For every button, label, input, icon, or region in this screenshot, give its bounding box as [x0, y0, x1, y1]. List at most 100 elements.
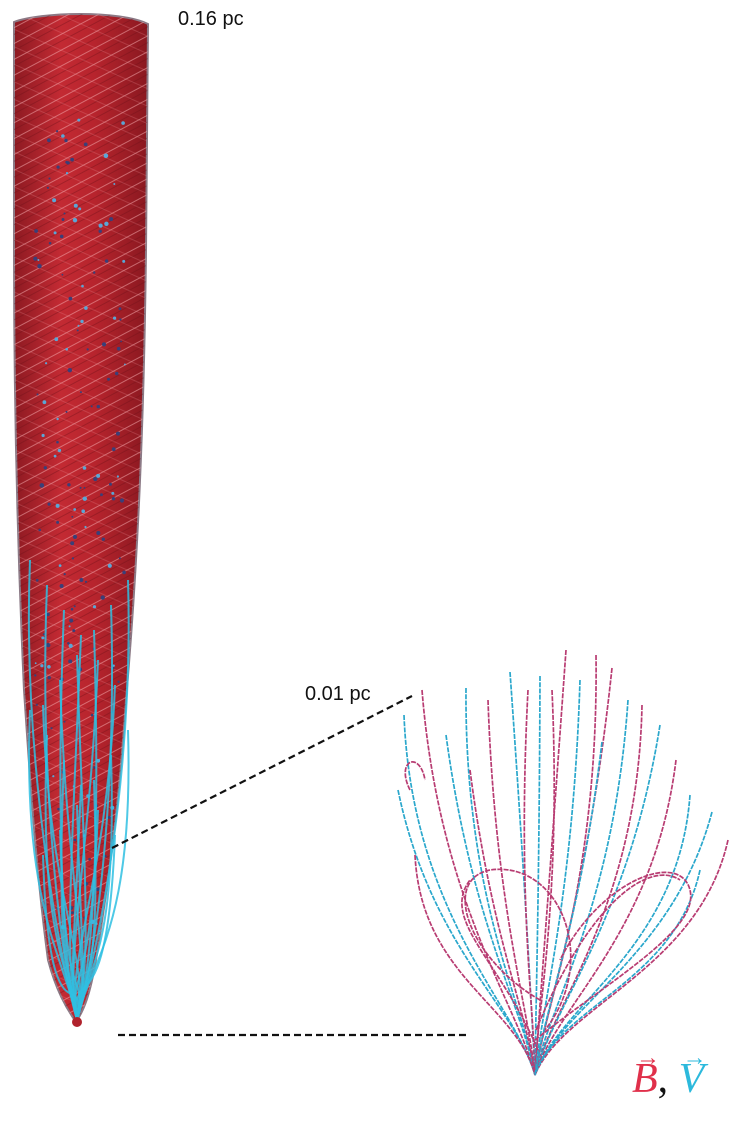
field-speckle	[73, 838, 77, 842]
field-speckle	[50, 727, 53, 730]
magnetic-field-line	[469, 769, 536, 1076]
field-speckle	[118, 307, 122, 311]
field-speckle	[56, 417, 59, 421]
field-speckle	[93, 766, 96, 769]
field-speckle	[107, 377, 110, 381]
field-speckle	[93, 476, 98, 482]
field-speckle	[100, 595, 105, 600]
magnetic-field-letter: B	[632, 1056, 658, 1102]
field-speckle	[100, 493, 103, 497]
field-speckle	[83, 142, 88, 147]
field-speckle	[113, 316, 117, 320]
velocity-line	[60, 759, 78, 1021]
field-speckle	[81, 509, 85, 513]
field-speckle	[48, 177, 51, 180]
field-speckle	[68, 296, 73, 301]
field-speckle	[39, 483, 45, 488]
field-speckle	[46, 642, 51, 648]
field-speckle	[77, 118, 81, 122]
field-speckle	[72, 629, 76, 633]
field-speckle	[33, 256, 38, 261]
field-speckle	[53, 454, 57, 458]
field-speckle	[120, 340, 122, 343]
field-speckle	[124, 363, 126, 366]
field-speckle	[79, 486, 82, 489]
field-speckle	[57, 807, 60, 811]
velocity-line	[534, 699, 629, 1076]
field-speckle	[48, 241, 52, 245]
field-speckle	[90, 713, 94, 717]
field-speckle	[119, 318, 122, 321]
field-speckle	[98, 229, 102, 233]
field-speckle	[54, 337, 59, 342]
legend-separator: ,	[657, 1056, 669, 1102]
field-speckle	[96, 404, 101, 409]
magnetic-field-line	[534, 871, 692, 1041]
field-speckle	[81, 284, 84, 288]
field-speckle	[65, 160, 69, 164]
field-speckle	[73, 605, 76, 608]
field-speckle	[61, 134, 65, 138]
field-speckle	[70, 911, 74, 915]
field-speckle	[42, 633, 45, 636]
field-speckle	[107, 816, 111, 819]
field-speckle	[37, 259, 40, 261]
field-speckle	[103, 153, 109, 159]
field-speckle	[96, 531, 101, 535]
field-speckle	[47, 665, 51, 669]
field-speckle	[65, 410, 68, 413]
magnetic-field-line	[461, 879, 539, 1051]
field-speckle	[55, 503, 60, 508]
magnetic-field-line	[534, 689, 556, 1076]
magnetic-field-line	[414, 854, 536, 1076]
field-speckle	[107, 563, 112, 568]
field-speckle	[67, 368, 73, 373]
field-speckle	[57, 448, 62, 453]
field-speckle	[63, 720, 66, 723]
field-speckle	[80, 319, 84, 324]
field-speckle	[59, 234, 64, 239]
field-speckle	[68, 643, 73, 649]
field-speckle	[61, 273, 64, 276]
field-speckle	[78, 207, 82, 211]
field-speckle	[41, 433, 45, 438]
field-speckle	[119, 498, 125, 503]
magnetic-field-line	[404, 761, 426, 791]
field-speckle	[116, 475, 119, 478]
magnetic-field-line	[534, 649, 567, 1076]
field-speckle	[72, 218, 78, 223]
vector-legend: → B , → V	[632, 1046, 707, 1102]
field-speckle	[112, 664, 115, 667]
field-speckle	[116, 431, 120, 436]
field-speckle	[111, 497, 116, 501]
field-speckle	[71, 515, 74, 518]
field-speckle	[113, 183, 116, 185]
field-speckle	[96, 473, 101, 478]
velocity-line	[534, 869, 701, 1076]
field-speckle	[79, 578, 84, 582]
field-speckle	[43, 466, 47, 470]
field-speckle	[69, 618, 74, 623]
field-speckle	[67, 483, 71, 487]
field-speckle	[121, 121, 125, 125]
field-speckle	[83, 486, 86, 489]
field-speckle	[109, 482, 112, 486]
velocity-line	[75, 834, 116, 1021]
field-speckle	[47, 502, 51, 506]
field-speckle	[116, 346, 121, 351]
field-speckle	[56, 440, 59, 444]
field-speckle	[56, 520, 60, 524]
zoom-guide-lines	[111, 695, 470, 1037]
velocity-line	[445, 734, 536, 1076]
field-speckle	[95, 887, 100, 892]
field-speckle	[122, 570, 126, 575]
velocity-line	[59, 829, 81, 1021]
field-speckle	[35, 578, 39, 582]
field-speckle	[47, 138, 51, 143]
field-speckle	[46, 186, 50, 189]
velocity-line	[534, 724, 661, 1076]
field-speckle	[56, 130, 59, 133]
field-speckle	[71, 557, 74, 560]
zoomed-field-lines	[397, 649, 729, 1076]
